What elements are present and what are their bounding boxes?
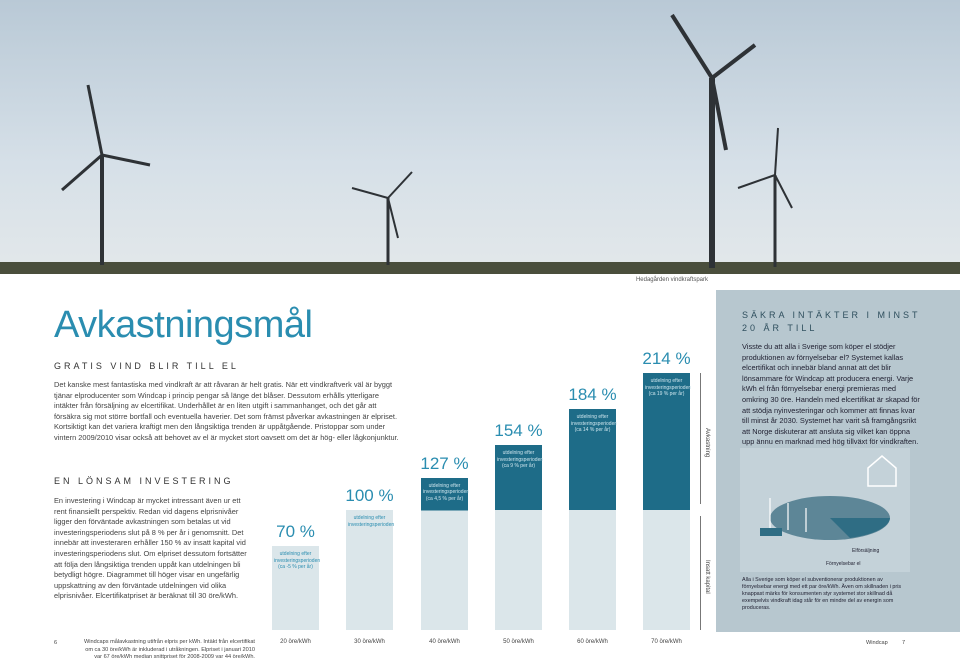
bar: [346, 510, 393, 630]
section-heading: GRATIS VIND BLIR TILL EL: [54, 361, 239, 371]
value-label: 70 %: [276, 522, 315, 541]
bar: [495, 445, 542, 630]
photo-caption: Hedagården vindkraftspark: [635, 277, 708, 283]
axis-label: Avkastning: [704, 428, 710, 458]
bar: [643, 373, 690, 630]
diagram-label: Förnyelsebar el: [826, 561, 861, 567]
bar-note: utdelning efter investeringsperioden (ca…: [497, 450, 544, 470]
value-label: 100 %: [345, 486, 394, 505]
wind-farm-photo: [0, 0, 960, 274]
section-body: Det kanske mest fantastiska med vindkraf…: [54, 380, 399, 442]
value-label: 214 %: [642, 349, 691, 369]
section-heading: EN LÖNSAM INVESTERING: [54, 476, 234, 486]
section-body: En investering i Windcap är mycket intre…: [54, 496, 247, 601]
bar: [569, 409, 616, 630]
x-label: 30 öre/kWh: [354, 639, 385, 645]
axis-line: [700, 373, 701, 504]
bar-note: utdelning efter investeringsperioden: [348, 515, 395, 528]
axis-line: [700, 516, 701, 630]
page-number: 6: [54, 640, 58, 646]
diagram-label: Elförsäljning: [852, 548, 880, 554]
bar-note: utdelning efter investeringsperioden (ca…: [423, 482, 470, 502]
bar-note: utdelning efter investeringsperioden (ca…: [274, 551, 321, 570]
x-label: 60 öre/kWh: [577, 639, 608, 645]
panel-heading: SÄKRA INTÄKTER I MINST 20 ÅR TILL: [742, 310, 921, 333]
value-label: 127 %: [420, 453, 469, 473]
brand: Windcap: [866, 640, 888, 646]
value-label: 154 %: [494, 421, 543, 441]
bar-note: utdelning efter investeringsperioden (ca…: [645, 378, 692, 398]
axis-label: Insatt kapital: [704, 560, 710, 594]
footnote: Windcaps målavkastning utifrån elpris pe…: [84, 639, 255, 660]
subsidy-diagram: [740, 448, 910, 572]
value-label: 184 %: [568, 385, 617, 405]
panel-body: Visste du att alla i Sverige som köper e…: [742, 342, 920, 447]
panel-caption: Alla i Sverige som köper el subventioner…: [742, 577, 902, 611]
bar-note: utdelning efter investeringsperioden (ca…: [571, 414, 618, 434]
bar: [272, 546, 319, 630]
x-label: 50 öre/kWh: [503, 639, 534, 645]
bar: [421, 477, 468, 630]
page-title: Avkastningsmål: [54, 304, 313, 346]
x-label: 20 öre/kWh: [280, 639, 311, 645]
x-label: 70 öre/kWh: [651, 639, 682, 645]
page-number: 7: [902, 640, 906, 646]
x-label: 40 öre/kWh: [429, 639, 460, 645]
